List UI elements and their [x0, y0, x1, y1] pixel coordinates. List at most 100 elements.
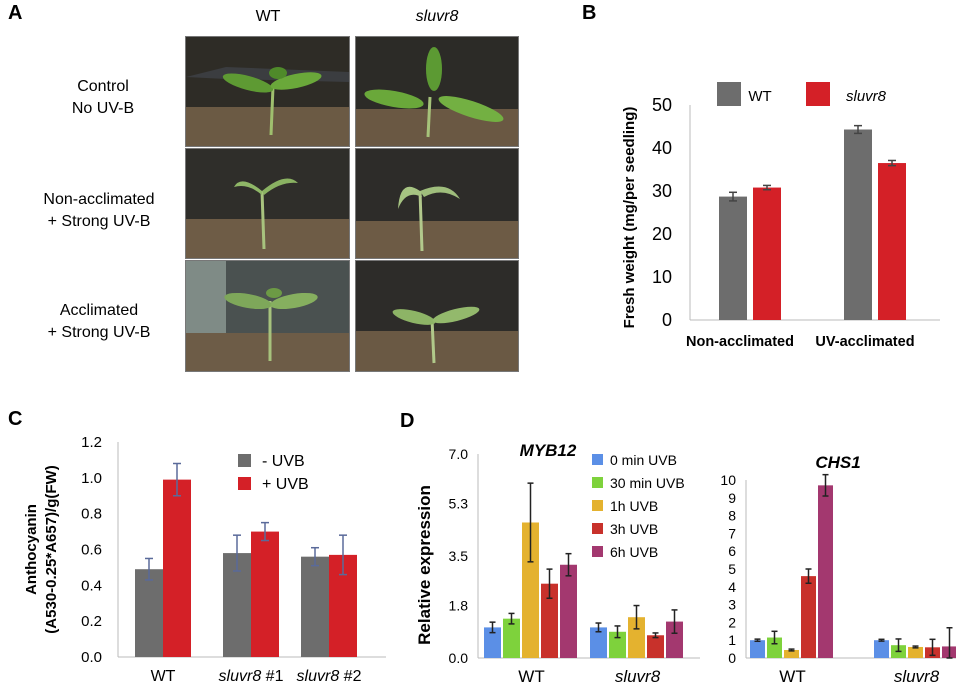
photo-sluvr8-non-acclimated	[355, 148, 519, 259]
legend-label-plus-uvb: + UVB	[262, 476, 309, 493]
y-tick-label: 0	[662, 310, 672, 330]
bar-sluvr8	[753, 187, 781, 320]
y-tick-label: 2	[728, 614, 736, 630]
y-tick-label: 1.2	[81, 434, 102, 451]
y-tick-label: 1	[728, 632, 736, 648]
bar-minus-uvb	[135, 569, 163, 657]
x-tick-label: sluvr8 #2	[297, 668, 362, 685]
photo-wt-control	[185, 36, 350, 147]
panel-b-letter: B	[582, 2, 597, 24]
bar-minus-uvb	[301, 556, 329, 657]
bar-3h-uvb	[541, 583, 558, 658]
y-axis-label-line2: (A530-0.25*A657)/g(FW)	[43, 465, 60, 633]
bar-3h-uvb	[801, 576, 816, 658]
bar-0-min-uvb	[590, 627, 607, 658]
y-tick-label: 3	[728, 597, 736, 613]
bar-plus-uvb	[251, 531, 279, 657]
legend-swatch	[592, 523, 603, 534]
chart-fresh-weight: 0 10 20 30 40 50 Fresh weight (mg/per seedling…	[621, 82, 940, 350]
y-tick-label: 3.5	[449, 548, 469, 564]
column-label-wt: WT	[255, 8, 281, 25]
legend-swatch	[592, 477, 603, 488]
chart-myb12: 0.0 1.8 3.5 5.3 7.0 MYB12 WT sluvr8 Relative exp…	[415, 441, 700, 686]
legend-swatch-wt	[717, 82, 741, 106]
y-tick-label: 5.3	[449, 496, 469, 512]
legend-label: 30 min UVB	[610, 475, 685, 491]
row-label-line1: Acclimated	[59, 302, 139, 319]
legend-swatch	[592, 500, 603, 511]
bar-6h-uvb	[666, 621, 683, 658]
legend-swatch-minus-uvb	[238, 454, 251, 467]
legend-label: 0 min UVB	[610, 452, 677, 468]
bar-0-min-uvb	[484, 627, 501, 658]
y-tick-label: 7	[728, 525, 736, 541]
legend-swatch	[592, 546, 603, 557]
y-tick-label: 0.2	[81, 613, 102, 630]
y-tick-label: 0.0	[81, 649, 102, 666]
y-tick-label: 9	[728, 490, 736, 506]
column-label-sluvr8: sluvr8	[415, 8, 459, 25]
bar-3h-uvb	[647, 635, 664, 658]
y-tick-label: 6	[728, 543, 736, 559]
legend-label: 6h UVB	[610, 544, 658, 560]
chart-title: CHS1	[815, 453, 860, 472]
row-label-non-acclimated: Non-acclimated + Strong UV-B	[14, 189, 184, 233]
bar-30-min-uvb	[503, 618, 520, 658]
legend-swatch	[592, 454, 603, 465]
bar-6h-uvb	[560, 564, 577, 658]
row-label-control: Control No UV-B	[18, 76, 188, 120]
panel-a-letter: A	[8, 2, 23, 24]
x-tick-label: sluvr8	[894, 667, 940, 686]
y-tick-label: 10	[652, 267, 672, 287]
x-tick-label: WT	[748, 88, 771, 105]
y-axis-label: Relative expression	[415, 485, 434, 645]
y-tick-label: 0.4	[81, 577, 102, 594]
photo-wt-acclimated	[185, 260, 350, 372]
y-tick-label: 8	[728, 508, 736, 524]
row-label-line2: + Strong UV-B	[47, 324, 151, 341]
bar-0-min-uvb	[750, 640, 765, 658]
y-tick-label: 0	[728, 650, 736, 666]
panel-c-letter: C	[8, 408, 23, 430]
bar-30-min-uvb	[609, 631, 626, 658]
x-tick-label: WT	[518, 667, 544, 686]
x-tick-label: WT	[151, 668, 176, 685]
legend-swatch-plus-uvb	[238, 477, 251, 490]
bar-0-min-uvb	[874, 640, 889, 658]
y-tick-label: 7.0	[449, 446, 469, 462]
y-tick-label: 4	[728, 579, 736, 595]
bar-plus-uvb	[163, 479, 191, 657]
legend-label: 3h UVB	[610, 521, 658, 537]
bar-wt	[844, 129, 872, 320]
row-label-line2: No UV-B	[71, 100, 135, 117]
y-tick-label: 50	[652, 95, 672, 115]
panel-d-letter: D	[400, 410, 415, 432]
chart-anthocyanin: 0.0 0.2 0.4 0.6 0.8 1.0 1.2 Anthocyanin (A530-0.…	[23, 434, 386, 685]
y-tick-label: 1.8	[449, 598, 469, 614]
bar-sluvr8	[878, 163, 906, 320]
legend-swatch-sluvr8	[806, 82, 830, 106]
x-tick-label: UV-acclimated	[815, 334, 914, 350]
chart-title: MYB12	[520, 441, 577, 460]
row-label-line1: Control	[77, 78, 129, 95]
bar-1h-uvb	[908, 646, 923, 658]
row-label-acclimated: Acclimated + Strong UV-B	[14, 300, 184, 344]
x-tick-label: WT	[779, 667, 805, 686]
bar-1h-uvb	[784, 649, 799, 658]
x-tick-label: sluvr8	[615, 667, 661, 686]
x-tick-label: sluvr8 #1	[219, 668, 284, 685]
y-tick-label: 0.0	[449, 650, 469, 666]
photo-wt-non-acclimated	[185, 148, 350, 259]
legend-label: 1h UVB	[610, 498, 658, 514]
bar-6h-uvb	[818, 485, 833, 658]
row-label-line2: + Strong UV-B	[47, 213, 151, 230]
bar-wt	[719, 196, 747, 320]
bar-30-min-uvb	[767, 637, 782, 658]
y-tick-label: 0.6	[81, 542, 102, 559]
legend-label-minus-uvb: - UVB	[262, 453, 305, 470]
bar-1h-uvb	[522, 522, 539, 658]
row-label-line1: Non-acclimated	[43, 191, 155, 208]
photo-sluvr8-acclimated	[355, 260, 519, 372]
y-tick-label: 10	[720, 472, 736, 488]
y-tick-label: 5	[728, 561, 736, 577]
